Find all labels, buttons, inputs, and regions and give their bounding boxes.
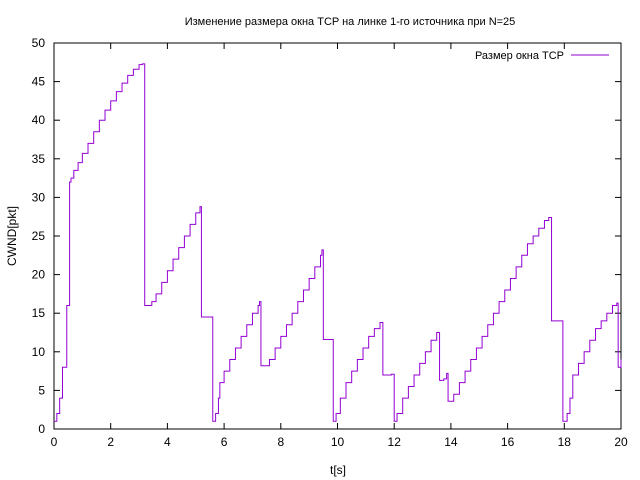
y-tick-label: 5: [38, 383, 45, 397]
x-tick-label: 12: [388, 435, 402, 449]
y-tick-label: 30: [32, 190, 46, 204]
y-tick-label: 10: [32, 345, 46, 359]
series-line: [54, 63, 622, 422]
y-tick-label: 15: [32, 306, 46, 320]
chart-title: Изменение размера окна TCP на линке 1-го…: [185, 16, 516, 28]
x-tick-label: 4: [164, 435, 171, 449]
y-tick-label: 20: [32, 268, 46, 282]
y-axis-title: CWND[pkt]: [5, 206, 19, 266]
x-tick-label: 20: [614, 435, 628, 449]
x-tick-label: 2: [107, 435, 114, 449]
y-axis: 0 5 10 15 20 25 30 35 40 45 50: [32, 36, 621, 436]
legend: Размер окна TCP: [475, 50, 609, 62]
x-tick-label: 14: [444, 435, 458, 449]
y-tick-label: 45: [32, 75, 46, 89]
y-tick-label: 0: [38, 422, 45, 436]
legend-label: Размер окна TCP: [475, 50, 564, 62]
y-tick-label: 25: [32, 229, 46, 243]
x-tick-label: 0: [51, 435, 58, 449]
x-tick-label: 18: [558, 435, 572, 449]
x-tick-label: 16: [501, 435, 515, 449]
x-axis: 0 2 4 6 8 10 12 14 16 18 20: [51, 43, 628, 449]
x-axis-title: t[s]: [330, 463, 346, 477]
series-group: [54, 63, 622, 422]
y-tick-label: 35: [32, 152, 46, 166]
x-tick-label: 10: [331, 435, 345, 449]
x-tick-label: 8: [277, 435, 284, 449]
y-tick-label: 50: [32, 36, 46, 50]
x-tick-label: 6: [221, 435, 228, 449]
y-tick-label: 40: [32, 113, 46, 127]
